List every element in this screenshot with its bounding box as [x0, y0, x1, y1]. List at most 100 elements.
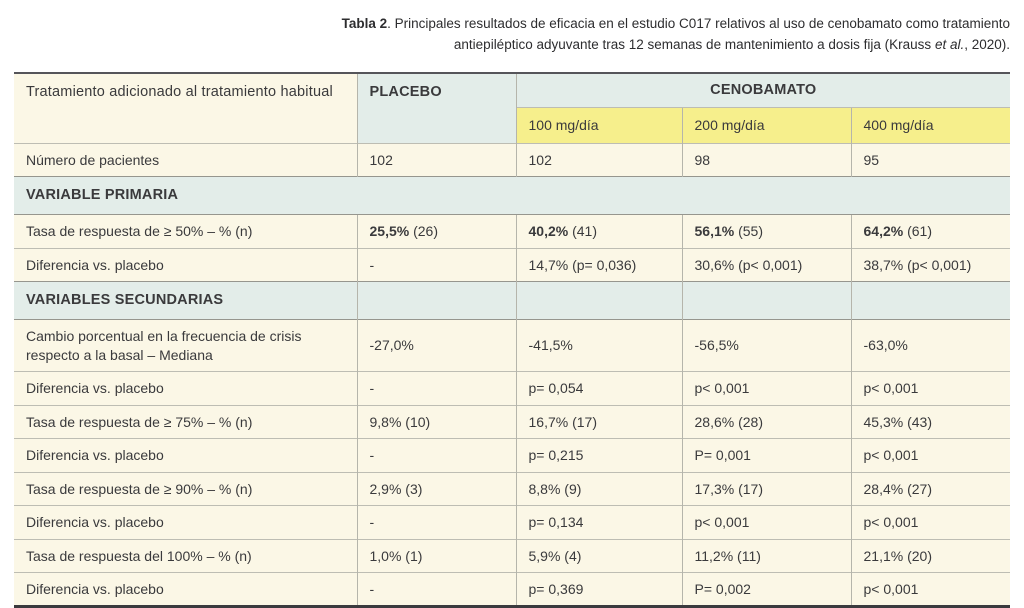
value-bold: 40,2% [528, 223, 569, 240]
value-bold: 25,5% [369, 223, 410, 240]
value-text: p= 0,054 [528, 380, 584, 397]
value-text: 28,6% (28) [694, 413, 763, 430]
value-text: (55) [734, 223, 763, 240]
value-text: p< 0,001 [694, 514, 750, 531]
value-text: - [369, 380, 375, 397]
value-text: 5,9% (4) [528, 547, 582, 564]
value-text: p= 0,369 [528, 581, 584, 597]
section-row-primary: VARIABLE PRIMARIA [14, 176, 1010, 215]
value-text: 98 [694, 151, 711, 168]
value-text: 30,6% (p< 0,001) [694, 256, 803, 273]
value-cell-placebo: - [356, 438, 516, 473]
row-label: Diferencia vs. placebo [26, 514, 164, 531]
row-label-cell: Diferencia vs. placebo [14, 438, 357, 473]
value-text: - [369, 447, 375, 464]
value-cell-400mg: 95 [850, 142, 1010, 177]
dose-header-row: 100 mg/día 200 mg/día 400 mg/día [14, 107, 1010, 144]
table-caption: Tabla 2. Principales resultados de efica… [290, 13, 1010, 55]
value-cell-placebo: - [356, 371, 516, 406]
row-label-cell: Diferencia vs. placebo [14, 571, 357, 607]
section-secondary-cell: VARIABLES SECUNDARIAS [14, 281, 357, 320]
table-row-diff: Diferencia vs. placebo - p= 0,215 P= 0,0… [14, 438, 1010, 473]
value-text: - [369, 581, 375, 597]
value-text: 28,4% (27) [863, 480, 932, 497]
value-cell-400mg: -63,0% [850, 319, 1010, 372]
section-row-secondary: VARIABLES SECUNDARIAS [14, 281, 1010, 320]
value-cell-100mg: 14,7% (p= 0,036) [515, 247, 682, 282]
value-text: P= 0,002 [694, 581, 751, 597]
value-cell-100mg: p= 0,134 [515, 505, 682, 540]
section-primary-cell: VARIABLE PRIMARIA [14, 176, 1010, 215]
value-text: p< 0,001 [863, 447, 919, 464]
caption-line-2: antiepiléptico adyuvante tras 12 semanas… [290, 34, 1010, 55]
row-label-cell: Tasa de respuesta del 100% – % (n) [14, 538, 357, 573]
section-primary-label: VARIABLE PRIMARIA [26, 187, 179, 204]
row-label-cell: Tasa de respuesta de ≥ 50% – % (n) [14, 214, 357, 249]
value-cell-200mg: 98 [681, 142, 851, 177]
value-text: 14,7% (p= 0,036) [528, 256, 637, 273]
value-text: 21,1% (20) [863, 547, 932, 564]
value-cell-100mg: 102 [515, 142, 682, 177]
value-text: 1,0% (1) [369, 547, 423, 564]
value-text: p< 0,001 [863, 380, 919, 397]
header-treatment-cell: Tratamiento adicionado al tratamiento ha… [14, 72, 357, 144]
value-cell-placebo: - [356, 505, 516, 540]
value-cell-100mg: 16,7% (17) [515, 404, 682, 439]
value-text: 16,7% (17) [528, 413, 597, 430]
value-text: (26) [409, 223, 438, 240]
value-text: -27,0% [369, 337, 414, 354]
value-text: p= 0,134 [528, 514, 584, 531]
value-text: (41) [568, 223, 597, 240]
row-label: Tasa de respuesta de ≥ 90% – % (n) [26, 480, 253, 497]
value-cell-200mg: 28,6% (28) [681, 404, 851, 439]
section-empty-cell [681, 281, 851, 320]
value-text: p= 0,215 [528, 447, 584, 464]
value-text: - [369, 514, 375, 531]
value-cell-400mg: 28,4% (27) [850, 471, 1010, 506]
row-label: Diferencia vs. placebo [26, 256, 164, 273]
value-cell-200mg: 30,6% (p< 0,001) [681, 247, 851, 282]
table-row-median-change: Cambio porcentual en la frecuencia de cr… [14, 319, 1010, 372]
row-label: Tasa de respuesta de ≥ 75% – % (n) [26, 413, 253, 430]
value-text: (61) [903, 223, 932, 240]
section-empty-cell [850, 281, 1010, 320]
section-empty-cell [356, 281, 516, 320]
value-text: p< 0,001 [694, 380, 750, 397]
value-text: 2,9% (3) [369, 480, 423, 497]
caption-etal: et al. [934, 37, 965, 52]
value-cell-100mg: p= 0,054 [515, 371, 682, 406]
value-cell-200mg: 11,2% (11) [681, 538, 851, 573]
value-cell-placebo: - [356, 571, 516, 607]
table-row-diff: Diferencia vs. placebo - p= 0,054 p< 0,0… [14, 371, 1010, 406]
table-row-diff: Diferencia vs. placebo - p= 0,134 p< 0,0… [14, 505, 1010, 540]
table-row-response-90: Tasa de respuesta de ≥ 90% – % (n) 2,9% … [14, 471, 1010, 506]
value-cell-placebo: 1,0% (1) [356, 538, 516, 573]
value-cell-400mg: 38,7% (p< 0,001) [850, 247, 1010, 282]
table-row-diff: Diferencia vs. placebo - 14,7% (p= 0,036… [14, 247, 1010, 282]
header-placebo-cell: PLACEBO [356, 72, 516, 144]
row-label: Número de pacientes [26, 151, 160, 168]
value-text: P= 0,001 [694, 447, 751, 464]
table-row-response-75: Tasa de respuesta de ≥ 75% – % (n) 9,8% … [14, 404, 1010, 439]
value-text: 95 [863, 151, 880, 168]
row-label-cell: Tasa de respuesta de ≥ 90% – % (n) [14, 471, 357, 506]
header-placebo-label: PLACEBO [369, 84, 442, 100]
caption-text-3: , 2020). [964, 37, 1010, 52]
header-dose-400-cell: 400 mg/día [850, 107, 1010, 144]
caption-text-1: . Principales resultados de eficacia en … [387, 16, 1010, 31]
value-text: 102 [369, 151, 393, 168]
value-bold: 56,1% [694, 223, 735, 240]
table-row-response-100: Tasa de respuesta del 100% – % (n) 1,0% … [14, 538, 1010, 573]
value-cell-100mg: 5,9% (4) [515, 538, 682, 573]
value-text: -63,0% [863, 337, 908, 354]
value-cell-100mg: 40,2% (41) [515, 214, 682, 249]
value-cell-400mg: p< 0,001 [850, 371, 1010, 406]
value-cell-placebo: - [356, 247, 516, 282]
value-text: p< 0,001 [863, 514, 919, 531]
table-row-patients: Número de pacientes 102 102 98 95 [14, 142, 1010, 177]
value-text: 45,3% (43) [863, 413, 932, 430]
value-cell-400mg: 64,2% (61) [850, 214, 1010, 249]
row-label: Cambio porcentual en la frecuencia de cr… [26, 328, 302, 363]
header-cenobamato-label: CENOBAMATO [710, 82, 817, 98]
value-text: 8,8% (9) [528, 480, 582, 497]
